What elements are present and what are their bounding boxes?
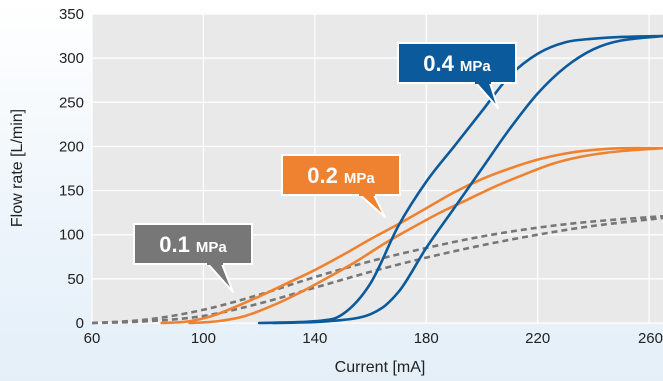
- callouts-layer: 0.4 MPa 0.2 MPa 0.1 MPa: [133, 42, 517, 293]
- callout-pressure-value: 0.4: [423, 51, 454, 76]
- callout-pressure-unit: MPa: [196, 239, 228, 256]
- callout-02-mpa: 0.2 MPa: [281, 154, 401, 218]
- y-tick-label: 250: [59, 94, 84, 111]
- callout-box: [133, 223, 253, 265]
- x-tick-label: 140: [302, 330, 327, 347]
- y-tick-label: 150: [59, 183, 84, 200]
- x-tick-label: 100: [191, 330, 216, 347]
- curve-04-mpa-upper: [257, 34, 663, 325]
- callout-pressure-value: 0.2: [307, 163, 338, 188]
- y-axis-ticks: 0 50 100 150 200 250 300 350: [59, 6, 84, 332]
- y-tick-label: 300: [59, 50, 84, 67]
- x-axis-ticks: 60 100 140 180 220 260: [84, 330, 663, 347]
- callout-label: 0.4 MPa: [423, 51, 491, 76]
- curve-02-mpa-upper: [160, 146, 663, 325]
- callout-label: 0.2 MPa: [307, 163, 375, 188]
- y-tick-label: 350: [59, 6, 84, 23]
- y-tick-label: 100: [59, 227, 84, 244]
- callout-pressure-unit: MPa: [460, 58, 492, 75]
- y-tick-label: 0: [76, 315, 84, 332]
- callout-seam: [207, 260, 223, 265]
- x-tick-label: 260: [638, 330, 663, 347]
- y-tick-label: 200: [59, 138, 84, 155]
- x-tick-label: 220: [525, 330, 550, 347]
- x-axis-title: Current [mA]: [335, 359, 426, 376]
- callout-seam: [359, 191, 375, 196]
- curve-01-mpa-lower: [91, 216, 663, 325]
- curve-02-mpa-lower: [188, 146, 663, 325]
- callout-box: [397, 42, 517, 84]
- callout-seam: [475, 79, 491, 84]
- callout-pressure-unit: MPa: [344, 170, 376, 187]
- y-axis-title: Flow rate [L/min]: [9, 109, 26, 227]
- curves-layer: [91, 34, 663, 325]
- x-tick-label: 60: [84, 330, 101, 347]
- callout-label: 0.1 MPa: [159, 232, 227, 257]
- callout-04-mpa: 0.4 MPa: [397, 42, 517, 109]
- x-tick-label: 180: [414, 330, 439, 347]
- callout-01-mpa: 0.1 MPa: [133, 223, 253, 293]
- callout-pressure-value: 0.1: [159, 232, 190, 257]
- callout-box: [281, 154, 401, 196]
- y-tick-label: 50: [67, 271, 84, 288]
- curve-04-mpa-lower: [271, 34, 663, 325]
